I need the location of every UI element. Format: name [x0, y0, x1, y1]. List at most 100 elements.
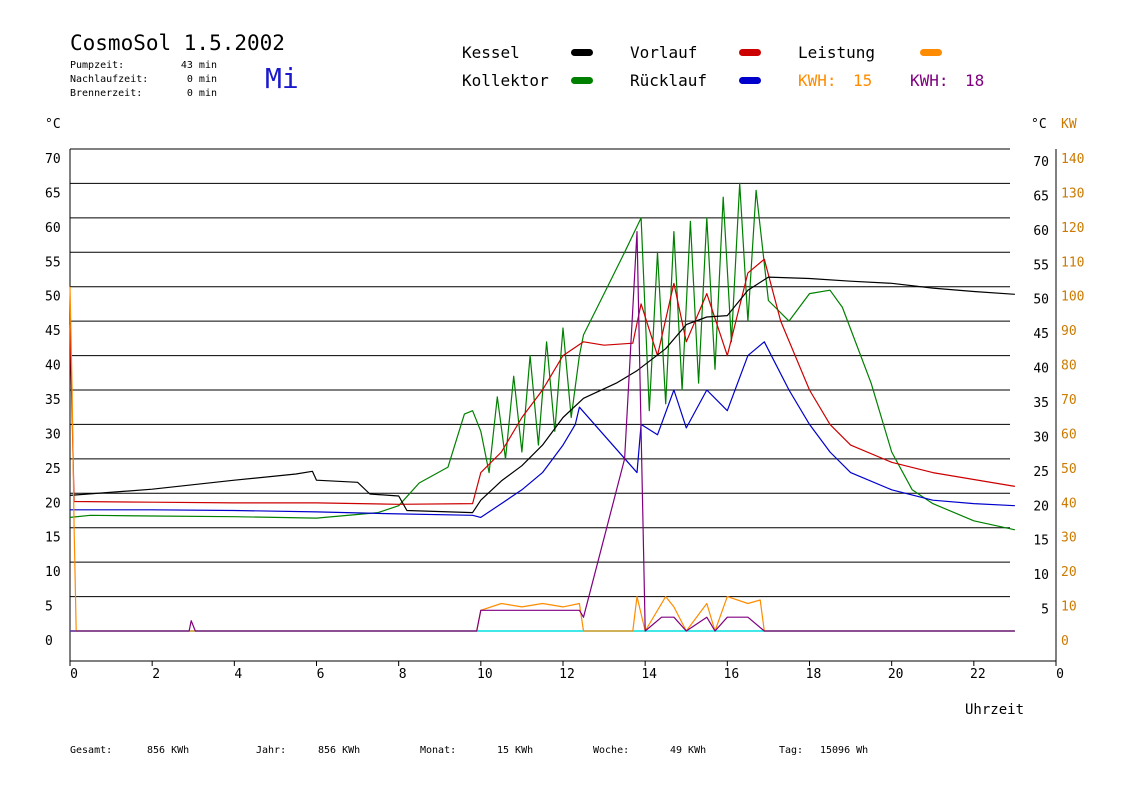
kw-tick-40: 40 [1061, 496, 1077, 511]
footer-monat-value: 15 KWh [497, 745, 533, 756]
legend-kessel-swatch [571, 49, 593, 56]
kw-tick-20: 20 [1061, 565, 1077, 580]
footer-totals: Gesamt: 856 KWh Jahr: 856 KWh Monat: 15 … [70, 745, 868, 756]
footer-gesamt-value: 856 KWh [147, 745, 189, 756]
kw-tick-110: 110 [1061, 255, 1084, 270]
grid-lines [69, 148, 1057, 662]
y-right-tick-50: 50 [1033, 293, 1049, 308]
legend-kwh1-label: KWH: [798, 71, 837, 90]
y-left-tick-45: 45 [45, 324, 61, 339]
legend-vorlauf-label: Vorlauf [630, 43, 697, 62]
kw-tick-120: 120 [1061, 221, 1084, 236]
x-tick-label-3: 6 [317, 667, 325, 682]
y-right-tick-55: 55 [1033, 258, 1049, 273]
footer-jahr-label: Jahr: [256, 745, 286, 756]
kw-tick-140: 140 [1061, 152, 1084, 167]
kw-tick-60: 60 [1061, 427, 1077, 442]
kw-tick-100: 100 [1061, 290, 1084, 305]
footer-woche-value: 49 KWh [670, 745, 706, 756]
y-left-tick-70: 70 [45, 152, 61, 167]
y-left-tick-50: 50 [45, 290, 61, 305]
y-right-tick-10: 10 [1033, 568, 1049, 583]
y-right-tick-45: 45 [1033, 327, 1049, 342]
right-axis-unit: °C [1031, 117, 1047, 132]
y-right-tick-5: 5 [1041, 603, 1049, 618]
footer-woche-label: Woche: [593, 745, 629, 756]
y-right-tick-25: 25 [1033, 465, 1049, 480]
legend-leistung-swatch [920, 49, 942, 56]
y-left-tick-15: 15 [45, 531, 61, 546]
left-axis-unit: °C [45, 117, 61, 132]
footer-gesamt-label: Gesamt: [70, 745, 112, 756]
kw-tick-10: 10 [1061, 600, 1077, 615]
y-left-tick-40: 40 [45, 359, 61, 374]
kw-tick-50: 50 [1061, 462, 1077, 477]
kw-tick-30: 30 [1061, 531, 1077, 546]
series-line-r-cklauf [70, 341, 1015, 519]
y-right-tick-40: 40 [1033, 362, 1049, 377]
series-line-kwh-18 [70, 231, 1015, 632]
legend-vorlauf-swatch [739, 49, 761, 56]
pumpzeit-value: 43 min [181, 60, 217, 71]
y-left-tick-55: 55 [45, 255, 61, 270]
x-tick-label-2: 4 [234, 667, 242, 682]
y-right-tick-35: 35 [1033, 396, 1049, 411]
footer-tag-value: 15096 Wh [820, 745, 868, 756]
series-line-vorlauf [69, 258, 1015, 505]
x-tick-label-11: 22 [970, 667, 986, 682]
weekday-label: Mi [265, 62, 299, 95]
kw-axis-unit: KW [1061, 117, 1077, 132]
info-block: Pumpzeit: 43 min Nachlaufzeit: 0 min Bre… [70, 60, 217, 99]
x-tick-label-1: 2 [152, 667, 160, 682]
y-left-tick-60: 60 [45, 221, 61, 236]
x-tick-label-5: 10 [477, 667, 493, 682]
x-tick-label-4: 8 [399, 667, 407, 682]
footer-monat-label: Monat: [420, 745, 456, 756]
legend-kwh1-value: 15 [853, 71, 872, 90]
series-line-kollektor [69, 182, 1016, 531]
x-tick-label-9: 18 [806, 667, 822, 682]
y-left-tick-20: 20 [45, 496, 61, 511]
nachlaufzeit-label: Nachlaufzeit: [70, 74, 148, 85]
y-right-tick-65: 65 [1033, 189, 1049, 204]
y-left-tick-25: 25 [45, 462, 61, 477]
y-left-tick-0: 0 [45, 634, 53, 649]
kw-tick-70: 70 [1061, 393, 1077, 408]
legend-ruecklauf-label: Rücklauf [630, 71, 707, 90]
legend-kessel-label: Kessel [462, 43, 520, 62]
y-right-tick-20: 20 [1033, 499, 1049, 514]
legend-kwh2-label: KWH: [910, 71, 949, 90]
brennerzeit-value: 0 min [187, 88, 217, 99]
data-series [69, 182, 1016, 632]
kw-tick-130: 130 [1061, 186, 1084, 201]
legend-leistung-label: Leistung [798, 43, 875, 62]
legend-kollektor-label: Kollektor [462, 71, 549, 90]
legend: Kessel Kollektor Vorlauf Rücklauf Leistu… [462, 43, 984, 90]
footer-jahr-value: 856 KWh [318, 745, 360, 756]
nachlaufzeit-value: 0 min [187, 74, 217, 85]
y-right-tick-30: 30 [1033, 430, 1049, 445]
axis-ticks: 0 2 4 6 8 10 12 14 16 18 20 22 0 0 5 10 15 20 25 30 35 40 45 50… [45, 152, 1084, 682]
x-tick-label-7: 14 [641, 667, 657, 682]
y-left-tick-30: 30 [45, 427, 61, 442]
brennerzeit-label: Brennerzeit: [70, 88, 142, 99]
y-right-tick-60: 60 [1033, 224, 1049, 239]
pumpzeit-label: Pumpzeit: [70, 60, 124, 71]
app-title: CosmoSol 1.5.2002 [70, 31, 285, 55]
legend-kwh2-value: 18 [965, 71, 984, 90]
x-axis-title: Uhrzeit [965, 702, 1024, 718]
x-tick-label-0: 0 [70, 667, 78, 682]
x-tick-label-12: 0 [1056, 667, 1064, 682]
x-tick-label-10: 20 [888, 667, 904, 682]
x-tick-label-8: 16 [724, 667, 740, 682]
series-line-kessel [69, 276, 1015, 514]
y-left-tick-35: 35 [45, 393, 61, 408]
y-right-tick-15: 15 [1033, 534, 1049, 549]
y-left-tick-10: 10 [45, 565, 61, 580]
x-tick-label-6: 12 [559, 667, 575, 682]
kw-tick-80: 80 [1061, 359, 1077, 374]
y-left-tick-65: 65 [45, 186, 61, 201]
y-left-tick-5: 5 [45, 600, 53, 615]
